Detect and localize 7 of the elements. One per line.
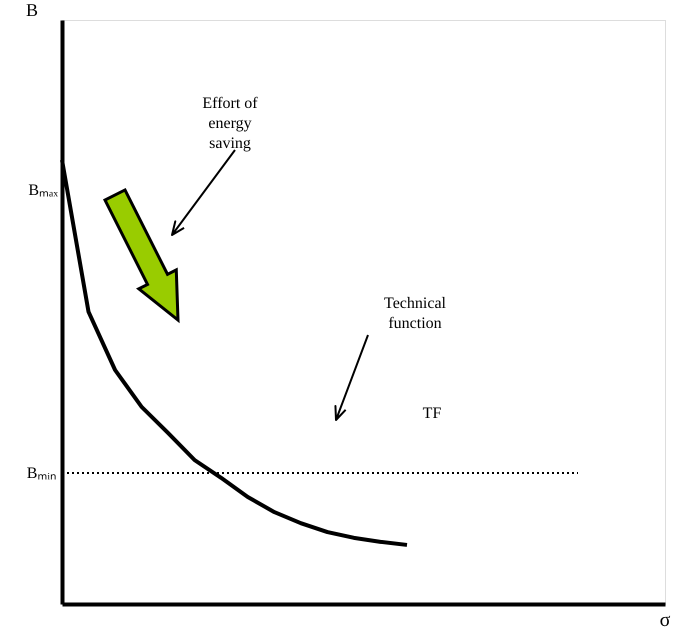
text: TF [422,405,442,422]
annotation: Bₘₐₓ [28,182,58,199]
text: B [26,0,38,20]
text: Effort of energy saving [202,95,258,152]
text: σ [660,609,671,629]
ref-line-label: Bₘᵢₙ [26,465,56,482]
annotation: Technical function [384,295,447,332]
